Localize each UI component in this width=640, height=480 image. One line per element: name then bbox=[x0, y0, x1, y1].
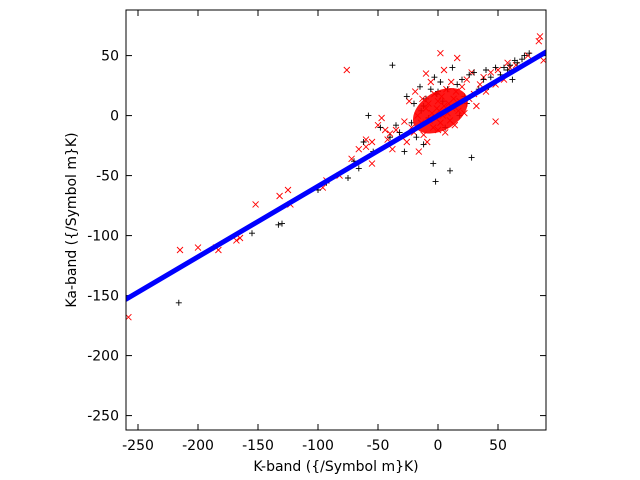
red-x-point bbox=[355, 145, 363, 153]
black-plus-point bbox=[492, 64, 499, 71]
red-x-point bbox=[437, 49, 444, 57]
black-plus-point bbox=[387, 134, 393, 141]
black-plus-point bbox=[466, 71, 473, 78]
red-x-point bbox=[252, 201, 259, 208]
black-plus-point bbox=[437, 79, 444, 85]
y-tick-label: 0 bbox=[110, 109, 119, 125]
red-x-point bbox=[389, 145, 396, 153]
black-plus-point bbox=[501, 64, 507, 71]
red-x-point bbox=[368, 160, 376, 167]
red-x-point bbox=[386, 130, 394, 137]
x-axis-title: K-band ({/Symbol m}K) bbox=[253, 459, 418, 475]
black-plus-point bbox=[468, 154, 475, 161]
black-plus-point bbox=[459, 76, 465, 83]
y-tick-label: -100 bbox=[87, 229, 119, 245]
axis-ticks bbox=[126, 10, 546, 430]
black-plus-point bbox=[447, 167, 453, 174]
red-x-point bbox=[427, 78, 435, 86]
y-tick-label: -50 bbox=[96, 169, 119, 185]
black-plus-point bbox=[449, 64, 456, 71]
black-plus-point bbox=[365, 112, 372, 119]
x-tick-label: 50 bbox=[489, 438, 507, 454]
fit-line bbox=[126, 49, 546, 302]
red-x-point bbox=[411, 88, 419, 95]
red-x-point bbox=[378, 114, 385, 122]
black-plus-point bbox=[279, 220, 285, 227]
red-x-point bbox=[422, 70, 430, 77]
red-x-point bbox=[194, 244, 202, 251]
y-tick-label: -200 bbox=[87, 349, 119, 365]
y-tick-label: 50 bbox=[101, 49, 119, 65]
red-x-point bbox=[440, 66, 448, 74]
black-plus-point bbox=[411, 100, 417, 107]
black-plus-point bbox=[393, 122, 399, 129]
red-x-point bbox=[343, 66, 351, 74]
red-x-point bbox=[368, 138, 376, 146]
black-plus-point bbox=[401, 148, 408, 155]
black-plus-point bbox=[431, 74, 438, 81]
black-plus-point bbox=[480, 76, 487, 83]
black-plus-point bbox=[417, 83, 423, 90]
red-x-point bbox=[403, 138, 411, 146]
y-tick-label: -250 bbox=[87, 409, 119, 425]
black-plus-point bbox=[427, 86, 434, 93]
red-x-point bbox=[233, 237, 240, 244]
black-plus-point bbox=[521, 52, 528, 59]
red-x-point bbox=[473, 102, 480, 110]
black-plus-point bbox=[519, 56, 525, 63]
red-x-point bbox=[401, 118, 408, 125]
black-plus-point bbox=[175, 299, 182, 306]
x-tick-label: -200 bbox=[182, 438, 214, 454]
black-plus-point bbox=[377, 124, 384, 131]
x-tick-label: -100 bbox=[302, 438, 334, 454]
black-plus-point bbox=[345, 175, 351, 181]
red-x-point bbox=[535, 37, 543, 45]
black-plus-point bbox=[432, 178, 439, 185]
plot-frame bbox=[125, 9, 547, 431]
black-plus-point bbox=[487, 74, 494, 81]
red-x-point bbox=[276, 192, 283, 200]
black-plus-point bbox=[420, 141, 427, 148]
y-axis-title: Ka-band ({/Symbol m}K) bbox=[64, 132, 80, 307]
x-tick-label: 0 bbox=[434, 438, 443, 454]
red-x-point bbox=[415, 148, 423, 155]
x-tick-label: -50 bbox=[367, 438, 390, 454]
red-x-point bbox=[536, 33, 544, 40]
black-plus-point bbox=[507, 62, 513, 69]
black-plus-point bbox=[430, 160, 437, 167]
black-plus-point bbox=[389, 62, 396, 69]
black-plus-point bbox=[471, 69, 477, 76]
black-plus-point bbox=[514, 59, 521, 66]
red-x-point bbox=[453, 54, 461, 62]
tick-labels: -250 -200 -150 -100 -50 0 50 50 0 -50 -100 -150 -200… bbox=[87, 49, 507, 454]
black-plus-point bbox=[483, 67, 489, 73]
black-plus-point bbox=[249, 230, 255, 237]
black-plus-point bbox=[509, 76, 516, 83]
black-plus-point bbox=[355, 165, 362, 172]
red-x-point bbox=[176, 246, 184, 254]
black-plus-point bbox=[396, 129, 403, 136]
plot-marks bbox=[126, 33, 546, 321]
red-x-point bbox=[447, 78, 455, 86]
black-plus-point bbox=[454, 81, 461, 88]
black-plus-point bbox=[403, 93, 410, 100]
red-x-point bbox=[476, 81, 484, 88]
red-x-point bbox=[492, 118, 499, 125]
black-plus-point bbox=[275, 221, 282, 228]
black-plus-point bbox=[526, 50, 533, 57]
x-tick-label: -250 bbox=[122, 438, 154, 454]
black-plus-point bbox=[360, 139, 367, 145]
y-tick-label: -150 bbox=[87, 289, 119, 305]
x-tick-label: -150 bbox=[242, 438, 274, 454]
black-plus-point bbox=[413, 134, 420, 141]
red-x-point bbox=[284, 186, 292, 194]
